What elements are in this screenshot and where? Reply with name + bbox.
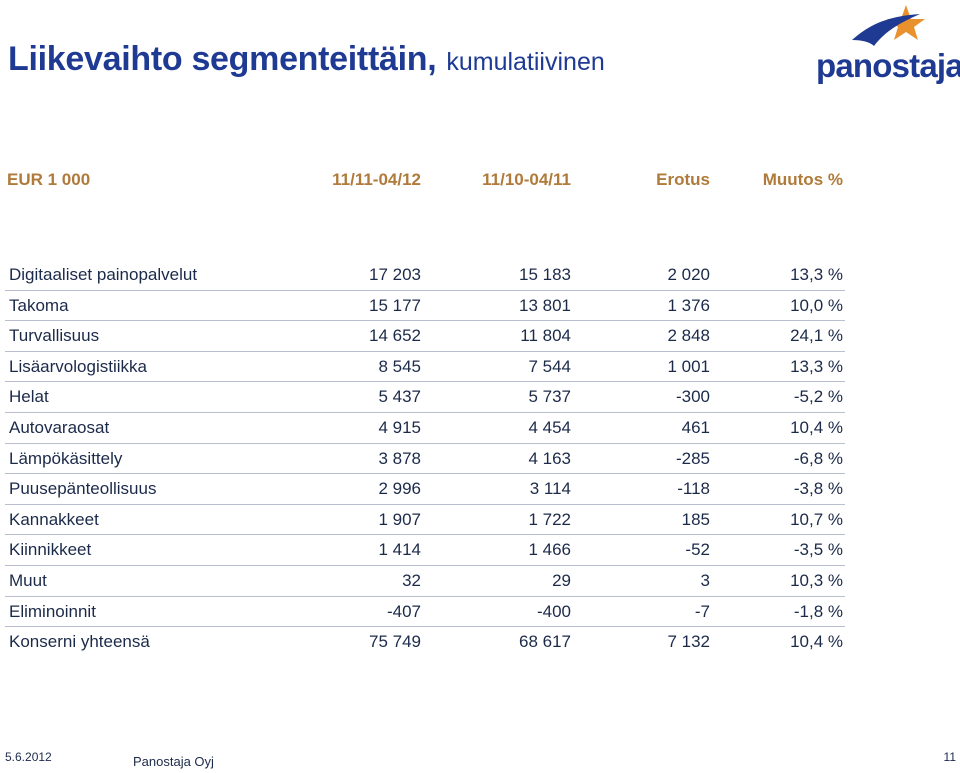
cell-difference: 3 [700, 570, 710, 590]
row-label: Takoma [9, 295, 69, 315]
slide-title-sub: kumulatiivinen [446, 48, 605, 76]
cell-change-percent: 10,7 % [790, 509, 843, 529]
cell-difference: 7 132 [667, 632, 710, 652]
table-row: Takoma 15 177 13 801 1 376 10,0 % [5, 291, 845, 322]
cell-period-previous: 11 804 [520, 326, 571, 346]
star-logo-icon [852, 5, 925, 46]
cell-difference: 461 [681, 417, 710, 437]
table-row: Konserni yhteensä 75 749 68 617 7 132 10,4 % [5, 627, 845, 657]
row-label: Lämpökäsittely [9, 448, 123, 468]
cell-change-percent: -3,8 % [793, 479, 843, 499]
cell-period-current: 3 878 [378, 448, 421, 468]
table-row: Kiinnikkeet 1 414 1 466 -52 -3,5 % [5, 535, 845, 566]
cell-period-current: 8 545 [378, 356, 421, 376]
row-label: Konserni yhteensä [9, 632, 150, 652]
cell-period-previous: 5 737 [528, 387, 571, 407]
cell-period-previous: 1 722 [528, 509, 571, 529]
cell-difference: -118 [677, 479, 710, 499]
header-period-previous: 11/10-04/11 [482, 170, 571, 189]
table-row: Helat 5 437 5 737 -300 -5,2 % [5, 382, 845, 413]
row-label: Digitaaliset painopalvelut [9, 265, 198, 284]
header-change-percent: Muutos % [762, 170, 843, 189]
table-row: Turvallisuus 14 652 11 804 2 848 24,1 % [5, 321, 845, 352]
segment-table: Digitaaliset painopalvelut 17 203 15 183 2 … [5, 260, 845, 657]
cell-period-previous: 1 466 [528, 540, 571, 560]
cell-change-percent: -6,8 % [793, 448, 843, 468]
row-label: Turvallisuus [9, 326, 100, 346]
row-label: Puusepänteollisuus [9, 479, 157, 499]
table-row: Kannakkeet 1 907 1 722 185 10,7 % [5, 505, 845, 536]
header-difference: Erotus [656, 170, 710, 189]
table-row: Digitaaliset painopalvelut 17 203 15 183 2 … [5, 260, 845, 291]
cell-period-previous: 15 183 [519, 265, 571, 284]
table-row: Muut 32 29 3 10,3 % [5, 566, 845, 597]
cell-period-current: 17 203 [369, 265, 421, 284]
cell-change-percent: 10,4 % [790, 417, 843, 437]
row-label: Kiinnikkeet [9, 540, 92, 560]
table-row: Puusepänteollisuus 2 996 3 114 -118 -3,8 % [5, 474, 845, 505]
cell-change-percent: -5,2 % [793, 387, 843, 407]
slide-title: Liikevaihto segmenteittäin, kumulatiivine… [8, 40, 605, 79]
cell-difference: 1 376 [667, 295, 710, 315]
cell-period-current: 5 437 [378, 387, 421, 407]
cell-period-current: 75 749 [369, 632, 421, 652]
row-label: Lisäarvologistiikka [9, 356, 147, 376]
cell-period-current: 2 996 [378, 479, 421, 499]
footer-company: Panostaja Oyj [133, 754, 214, 769]
row-label: Muut [9, 570, 47, 590]
cell-period-previous: -400 [536, 601, 571, 621]
table-row: Lisäarvologistiikka 8 545 7 544 1 001 13,3 % [5, 352, 845, 383]
cell-change-percent: 13,3 % [790, 356, 843, 376]
row-label: Kannakkeet [9, 509, 99, 529]
cell-period-previous: 68 617 [519, 632, 571, 652]
cell-period-current: -407 [386, 601, 421, 621]
slide-title-main: Liikevaihto segmenteittäin, [8, 40, 437, 78]
cell-change-percent: 13,3 % [790, 265, 843, 284]
cell-period-previous: 13 801 [519, 295, 571, 315]
cell-period-current: 15 177 [369, 295, 421, 315]
page-number: 11 [943, 750, 956, 764]
table-row: Lämpökäsittely 3 878 4 163 -285 -6,8 % [5, 444, 845, 475]
cell-difference: 1 001 [667, 356, 710, 376]
panostaja-logo: panostaja [812, 2, 960, 94]
row-label: Eliminoinnit [9, 601, 96, 621]
cell-change-percent: 10,4 % [790, 632, 843, 652]
cell-period-current: 32 [402, 570, 421, 590]
cell-period-previous: 4 454 [528, 417, 571, 437]
cell-difference: -52 [685, 540, 710, 560]
cell-period-previous: 7 544 [528, 356, 571, 376]
cell-difference: -7 [694, 601, 710, 621]
row-label: Autovaraosat [9, 417, 110, 437]
cell-difference: -300 [675, 387, 710, 407]
cell-period-current: 1 907 [378, 509, 421, 529]
row-label: Helat [9, 387, 49, 407]
table-row: Autovaraosat 4 915 4 454 461 10,4 % [5, 413, 845, 444]
header-period-current: 11/11-04/12 [332, 170, 421, 189]
cell-change-percent: -3,5 % [793, 540, 843, 560]
table-row: Eliminoinnit -407 -400 -7 -1,8 % [5, 597, 845, 628]
cell-difference: -285 [675, 448, 710, 468]
cell-difference: 2 020 [667, 265, 710, 284]
footer-date: 5.6.2012 [5, 750, 52, 764]
cell-period-previous: 4 163 [528, 448, 571, 468]
cell-change-percent: -1,8 % [793, 601, 843, 621]
cell-period-previous: 29 [552, 570, 571, 590]
cell-period-previous: 3 114 [529, 479, 571, 499]
cell-difference: 185 [681, 509, 710, 529]
header-unit: EUR 1 000 [7, 170, 91, 189]
cell-change-percent: 24,1 % [790, 326, 843, 346]
logo-wordmark: panostaja [816, 47, 960, 84]
cell-period-current: 4 915 [378, 417, 421, 437]
cell-change-percent: 10,0 % [790, 295, 843, 315]
cell-difference: 2 848 [667, 326, 710, 346]
cell-change-percent: 10,3 % [790, 570, 843, 590]
cell-period-current: 1 414 [378, 540, 421, 560]
cell-period-current: 14 652 [369, 326, 421, 346]
